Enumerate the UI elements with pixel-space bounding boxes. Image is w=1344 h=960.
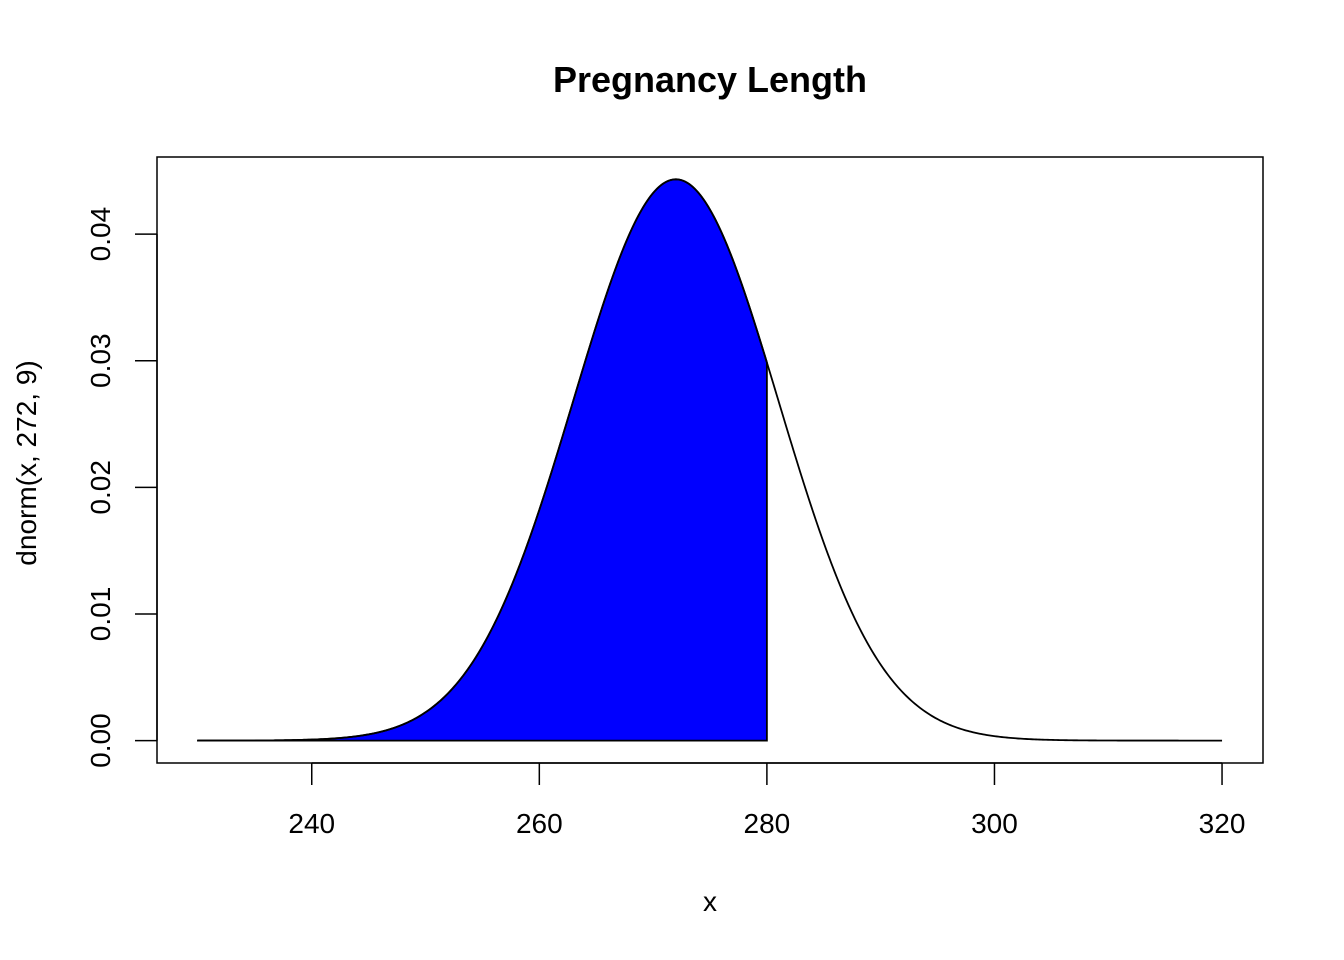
y-tick-label: 0.00	[85, 713, 116, 768]
y-tick-label: 0.02	[85, 460, 116, 514]
x-tick-label: 320	[1199, 808, 1246, 839]
chart-title: Pregnancy Length	[553, 59, 867, 100]
y-tick-label: 0.01	[85, 587, 116, 642]
plot-area	[197, 178, 1223, 742]
x-tick-label: 280	[744, 808, 791, 839]
x-tick-label: 260	[516, 808, 563, 839]
shaded-area	[197, 178, 768, 742]
y-tick-label: 0.04	[85, 207, 116, 261]
density-curve	[197, 178, 1223, 742]
y-axis: 0.00 0.01 0.02 0.03 0.04	[85, 207, 158, 768]
x-tick-label: 240	[288, 808, 335, 839]
x-axis: 240 260 280 300 320	[288, 762, 1246, 839]
x-tick-label: 300	[971, 808, 1018, 839]
x-axis-label: x	[703, 886, 717, 917]
y-axis-label: dnorm(x, 272, 9)	[11, 360, 42, 565]
y-tick-label: 0.03	[85, 333, 116, 388]
